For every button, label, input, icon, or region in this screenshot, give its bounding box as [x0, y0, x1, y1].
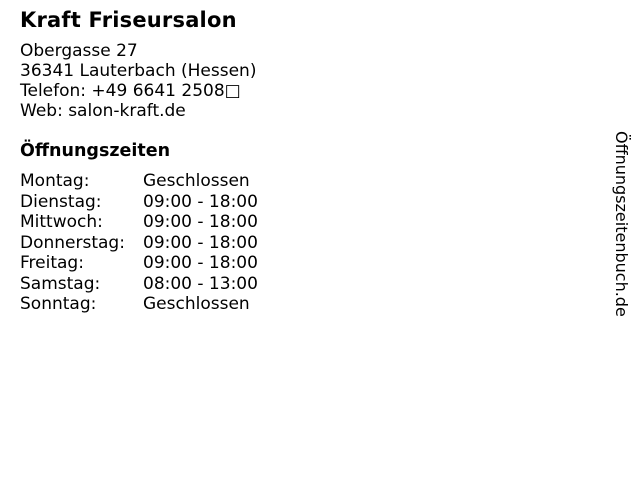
website-line: Web: salon-kraft.de — [20, 101, 186, 121]
hours-row-monday: Montag: Geschlossen — [20, 171, 258, 192]
hours-day-label: Samstag: — [20, 273, 101, 294]
hours-row-sunday: Sonntag: Geschlossen — [20, 294, 258, 315]
hours-row-tuesday: Dienstag: 09:00 - 18:00 — [20, 192, 258, 213]
hours-day-label: Sonntag: — [20, 294, 97, 314]
hours-value: Geschlossen — [143, 171, 250, 191]
opening-hours-heading: Öffnungszeiten — [20, 141, 171, 161]
hours-value: 09:00 - 18:00 — [143, 191, 258, 212]
hours-row-thursday: Donnerstag: 09:00 - 18:00 — [20, 233, 258, 254]
hours-row-wednesday: Mittwoch: 09:00 - 18:00 — [20, 212, 258, 233]
hours-value: Geschlossen — [143, 294, 250, 314]
phone-line: Telefon: +49 6641 2508□ — [20, 81, 241, 101]
address-city: 36341 Lauterbach (Hessen) — [20, 61, 257, 81]
hours-day-label: Montag: — [20, 171, 90, 191]
business-name-title: Kraft Friseursalon — [20, 8, 237, 32]
address-street: Obergasse 27 — [20, 41, 138, 61]
hours-day-label: Freitag: — [20, 253, 84, 273]
hours-day-label: Donnerstag: — [20, 232, 125, 253]
hours-row-saturday: Samstag: 08:00 - 13:00 — [20, 274, 258, 295]
opening-hours-table: Montag: Geschlossen Dienstag: 09:00 - 18… — [20, 171, 258, 315]
hours-row-friday: Freitag: 09:00 - 18:00 — [20, 253, 258, 274]
hours-value: 09:00 - 18:00 — [143, 253, 258, 273]
hours-day-label: Mittwoch: — [20, 212, 103, 232]
hours-day-label: Dienstag: — [20, 191, 102, 212]
hours-value: 08:00 - 13:00 — [143, 273, 258, 294]
hours-value: 09:00 - 18:00 — [143, 212, 258, 232]
oeffnungszeitenbuch-watermark: Öffnungszeitenbuch.de — [612, 131, 631, 317]
address-block: Obergasse 27 36341 Lauterbach (Hessen) T… — [20, 41, 256, 121]
hours-value: 09:00 - 18:00 — [143, 232, 258, 253]
